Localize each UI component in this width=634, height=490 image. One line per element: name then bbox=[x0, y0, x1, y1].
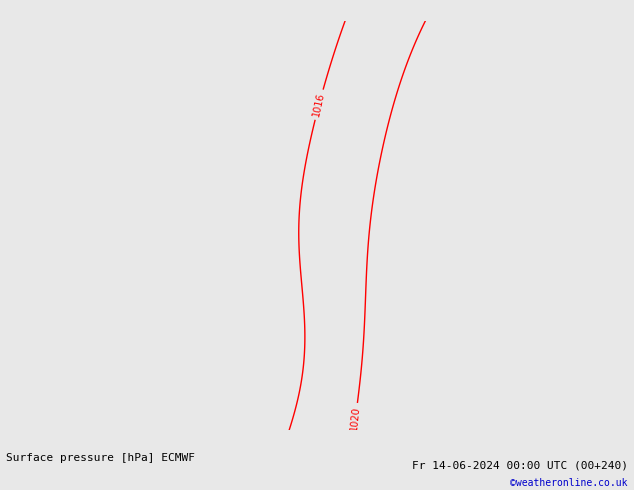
Text: 1020: 1020 bbox=[349, 406, 361, 431]
Text: Surface pressure [hPa] ECMWF: Surface pressure [hPa] ECMWF bbox=[6, 453, 195, 463]
Text: 1016: 1016 bbox=[311, 92, 327, 118]
Text: Fr 14-06-2024 00:00 UTC (00+240): Fr 14-06-2024 00:00 UTC (00+240) bbox=[411, 461, 628, 470]
Text: ©weatheronline.co.uk: ©weatheronline.co.uk bbox=[510, 478, 628, 488]
